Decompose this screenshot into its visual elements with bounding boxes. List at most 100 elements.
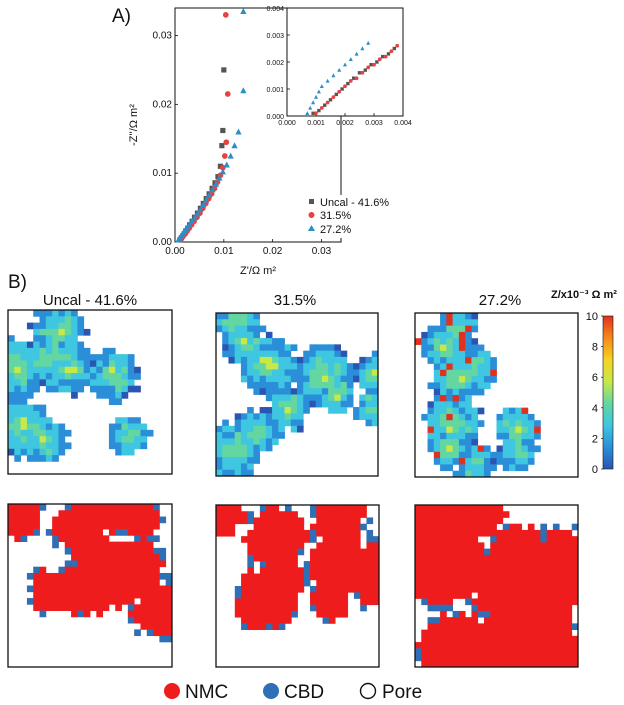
map-cell bbox=[115, 448, 122, 456]
map-cell bbox=[297, 579, 305, 587]
map-cell bbox=[427, 505, 435, 512]
map-cell bbox=[222, 319, 229, 326]
map-cell bbox=[483, 586, 491, 593]
map-cell bbox=[427, 642, 435, 649]
map-cell bbox=[247, 598, 255, 606]
map-cell bbox=[353, 586, 361, 593]
map-cell bbox=[247, 529, 255, 537]
map-cell bbox=[290, 413, 298, 420]
map-cell bbox=[465, 319, 472, 327]
map-cell bbox=[571, 579, 578, 587]
map-cell bbox=[115, 373, 122, 380]
map-cell bbox=[440, 369, 447, 377]
map-cell bbox=[71, 347, 78, 355]
map-cell bbox=[115, 579, 122, 586]
map-cell bbox=[515, 617, 522, 624]
map-cell bbox=[127, 616, 135, 624]
map-cell bbox=[452, 350, 460, 358]
map-cell bbox=[234, 592, 242, 599]
map-cell bbox=[502, 426, 510, 434]
map-cell bbox=[259, 536, 267, 543]
map-cell bbox=[216, 325, 223, 333]
map-cell bbox=[483, 654, 491, 662]
map-cell bbox=[341, 579, 349, 587]
map-cell bbox=[146, 541, 154, 549]
map-cell bbox=[471, 610, 479, 618]
map-cell bbox=[102, 579, 110, 586]
map-cell bbox=[477, 363, 485, 371]
map-cell bbox=[77, 354, 85, 361]
map-cell bbox=[353, 375, 360, 383]
map-cell bbox=[571, 654, 578, 662]
map-cell bbox=[421, 660, 428, 667]
map-cell bbox=[509, 567, 516, 574]
map-cell bbox=[291, 610, 298, 618]
map-cell bbox=[502, 654, 510, 662]
map-cell bbox=[440, 331, 447, 339]
map-cell bbox=[458, 648, 466, 655]
map-cell bbox=[446, 458, 454, 465]
map-cell bbox=[515, 413, 522, 421]
map-cell bbox=[153, 522, 160, 530]
map-cell bbox=[372, 586, 379, 593]
map-cell bbox=[108, 591, 116, 599]
map-cell bbox=[502, 523, 510, 531]
map-cell bbox=[328, 573, 336, 581]
map-cell bbox=[266, 517, 273, 525]
map-cell bbox=[515, 604, 522, 612]
map-cell bbox=[102, 547, 110, 555]
map-cell bbox=[465, 623, 472, 631]
map-cell bbox=[265, 444, 273, 452]
map-cell bbox=[546, 642, 554, 649]
map-cell bbox=[284, 598, 292, 606]
map-cell bbox=[465, 470, 472, 477]
map-cell bbox=[509, 648, 516, 655]
map-cell bbox=[259, 529, 267, 537]
map-cell bbox=[452, 654, 460, 662]
map-cell bbox=[71, 516, 78, 524]
map-cell bbox=[433, 561, 441, 568]
map-cell bbox=[335, 586, 342, 593]
map-cell bbox=[366, 586, 374, 593]
map-cell bbox=[278, 511, 286, 518]
map-cell bbox=[253, 313, 261, 320]
map-cell bbox=[341, 604, 349, 612]
map-cell bbox=[272, 573, 280, 581]
map-cell bbox=[521, 629, 529, 637]
map-cell bbox=[45, 591, 53, 599]
map-cell bbox=[527, 586, 535, 593]
map-cell bbox=[58, 604, 66, 611]
map-cell bbox=[303, 369, 310, 377]
map-cell bbox=[477, 420, 485, 427]
map-cell bbox=[540, 642, 548, 649]
map-cell bbox=[509, 573, 516, 581]
map-cell bbox=[322, 511, 330, 518]
legend-label-27: 27.2% bbox=[320, 224, 351, 236]
map-cell bbox=[315, 400, 323, 408]
map-cell bbox=[335, 579, 342, 587]
map-cell bbox=[334, 344, 342, 352]
map-cell bbox=[477, 598, 485, 606]
map-cell bbox=[527, 654, 535, 662]
map-cell bbox=[222, 444, 229, 452]
map-cell bbox=[328, 529, 336, 537]
map-cell bbox=[8, 522, 15, 530]
map-cell bbox=[502, 648, 510, 655]
map-cell bbox=[52, 354, 59, 361]
inset-point bbox=[372, 62, 376, 67]
map-cell bbox=[346, 400, 354, 408]
map-cell bbox=[540, 660, 548, 667]
map-cell bbox=[64, 585, 72, 593]
map-cell bbox=[371, 369, 378, 377]
map-cell bbox=[490, 505, 497, 512]
map-cell bbox=[284, 617, 292, 624]
colorbar-tick-label: 2 bbox=[592, 433, 598, 445]
map-cell bbox=[433, 357, 441, 364]
map-cell bbox=[77, 604, 85, 611]
map-cell bbox=[534, 548, 541, 556]
map-cell bbox=[477, 592, 485, 599]
map-cell bbox=[340, 388, 348, 395]
map-cell bbox=[284, 394, 292, 402]
map-cell bbox=[278, 388, 285, 395]
map-cell bbox=[272, 511, 280, 518]
